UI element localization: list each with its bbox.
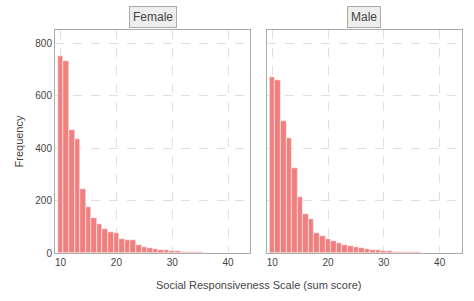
svg-text:Social Responsiveness Scale (s: Social Responsiveness Scale (sum score) xyxy=(156,279,361,291)
svg-text:800: 800 xyxy=(35,38,52,49)
svg-text:0: 0 xyxy=(46,248,52,259)
svg-text:30: 30 xyxy=(378,257,390,268)
svg-text:10: 10 xyxy=(55,257,67,268)
svg-text:400: 400 xyxy=(35,143,52,154)
svg-text:Frequency: Frequency xyxy=(13,115,25,167)
svg-text:30: 30 xyxy=(167,257,179,268)
svg-text:40: 40 xyxy=(434,257,446,268)
svg-text:600: 600 xyxy=(35,90,52,101)
svg-text:20: 20 xyxy=(322,257,334,268)
svg-text:10: 10 xyxy=(267,257,279,268)
svg-text:Male: Male xyxy=(351,10,377,24)
svg-text:40: 40 xyxy=(222,257,234,268)
svg-text:200: 200 xyxy=(35,195,52,206)
svg-text:20: 20 xyxy=(111,257,123,268)
svg-text:Female: Female xyxy=(133,10,173,24)
